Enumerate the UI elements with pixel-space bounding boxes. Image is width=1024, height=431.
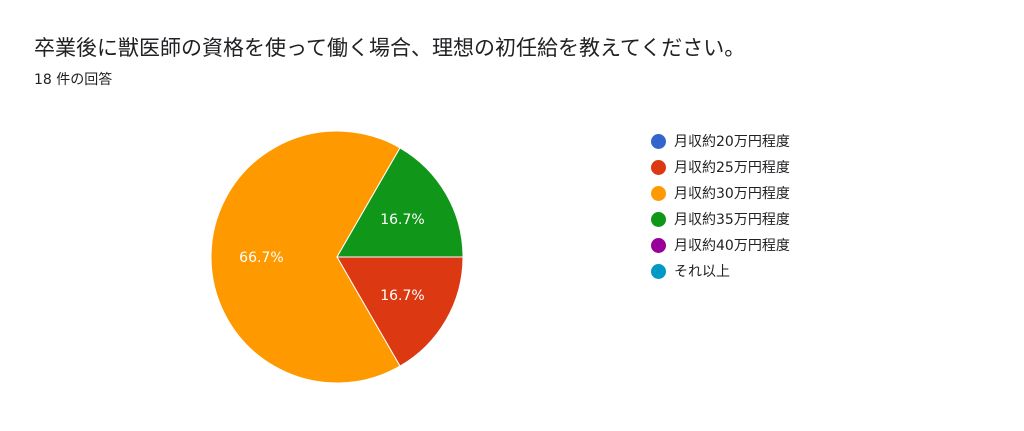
chart-legend: 月収約20万円程度 月収約25万円程度 月収約30万円程度 月収約35万円程度 月収約4… xyxy=(651,128,790,284)
legend-swatch-icon xyxy=(651,263,666,279)
legend-item-2[interactable]: 月収約30万円程度 xyxy=(651,180,790,206)
legend-label: 月収約35万円程度 xyxy=(674,212,790,228)
legend-label: 月収約40万円程度 xyxy=(674,238,790,254)
legend-label: 月収約25万円程度 xyxy=(674,160,790,176)
pie-slice-2[interactable] xyxy=(210,130,401,384)
legend-swatch-icon xyxy=(651,237,666,253)
legend-label: それ以上 xyxy=(674,264,730,280)
legend-swatch-icon xyxy=(651,133,666,149)
legend-item-0[interactable]: 月収約20万円程度 xyxy=(651,128,790,154)
legend-label: 月収約20万円程度 xyxy=(674,134,790,150)
question-title: 卒業後に獣医師の資格を使って働く場合、理想の初任給を教えてください。 xyxy=(34,36,746,60)
legend-swatch-icon xyxy=(651,211,666,227)
legend-swatch-icon xyxy=(651,185,666,201)
legend-item-4[interactable]: 月収約40万円程度 xyxy=(651,232,790,258)
legend-item-5[interactable]: それ以上 xyxy=(651,258,790,284)
pie-slice-3[interactable] xyxy=(336,147,464,258)
pie-chart: 16.7% 66.7% 16.7% xyxy=(210,130,464,384)
legend-swatch-icon xyxy=(651,159,666,175)
slice-percent-label-3: 16.7% xyxy=(380,212,424,228)
slice-percent-label-1: 16.7% xyxy=(380,288,424,304)
response-count: 18 件の回答 xyxy=(34,72,113,88)
legend-item-3[interactable]: 月収約35万円程度 xyxy=(651,206,790,232)
legend-label: 月収約30万円程度 xyxy=(674,186,790,202)
pie-slice-1[interactable] xyxy=(336,256,464,367)
slice-percent-label-2: 66.7% xyxy=(239,250,283,266)
legend-item-1[interactable]: 月収約25万円程度 xyxy=(651,154,790,180)
